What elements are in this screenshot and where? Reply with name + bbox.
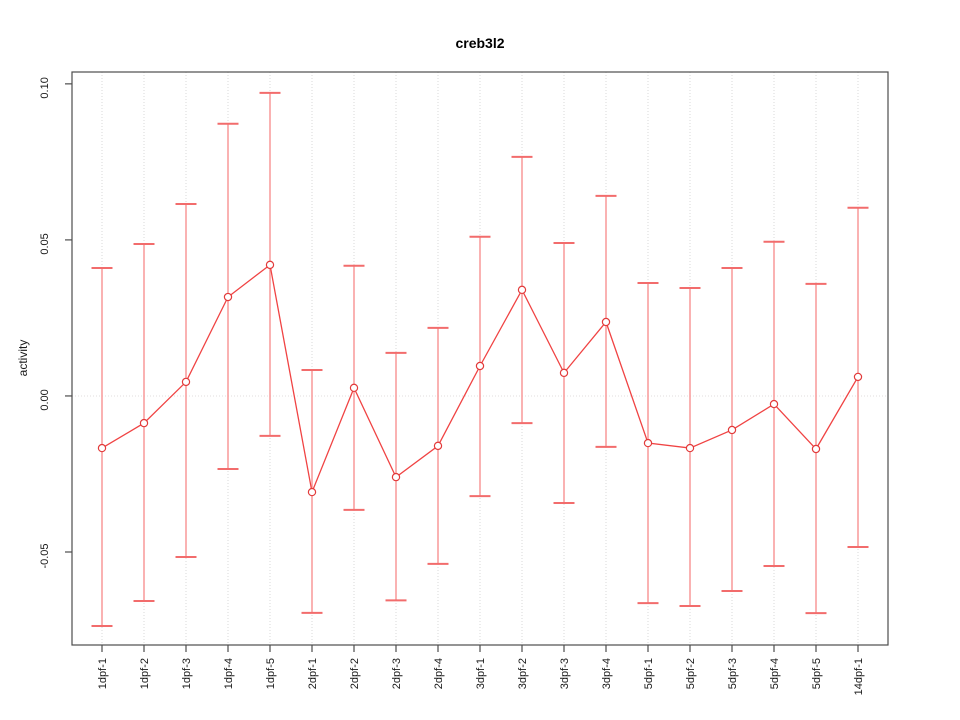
x-tick-label: 14dpf-1 — [853, 658, 865, 695]
data-point — [517, 285, 527, 295]
data-point — [811, 444, 821, 454]
x-tick-label: 1dpf-4 — [223, 658, 235, 689]
x-tick-label: 1dpf-5 — [265, 658, 277, 689]
data-point — [475, 361, 485, 371]
x-tick-label: 5dpf-2 — [685, 658, 697, 689]
data-point — [223, 292, 233, 302]
data-point — [391, 472, 401, 482]
x-tick-label: 3dpf-3 — [559, 658, 571, 689]
data-point — [181, 377, 191, 387]
data-point — [727, 425, 737, 435]
x-tick-label: 3dpf-2 — [517, 658, 529, 689]
y-axis-label: activity — [16, 340, 30, 377]
data-point — [139, 418, 149, 428]
data-point — [97, 443, 107, 453]
x-tick-label: 2dpf-2 — [349, 658, 361, 689]
x-tick-label: 1dpf-2 — [139, 658, 151, 689]
x-tick-label: 2dpf-3 — [391, 658, 403, 689]
x-tick-label: 5dpf-5 — [811, 658, 823, 689]
x-tick-label: 5dpf-1 — [643, 658, 655, 689]
plot-border — [71, 71, 889, 646]
y-tick-label: 0.05 — [39, 233, 51, 254]
data-point — [685, 443, 695, 453]
x-tick-label: 2dpf-4 — [433, 658, 445, 689]
x-tick-label: 1dpf-3 — [181, 658, 193, 689]
data-point — [433, 441, 443, 451]
data-point — [559, 368, 569, 378]
x-tick-label: 5dpf-3 — [727, 658, 739, 689]
data-point — [769, 399, 779, 409]
y-tick-label: 0.10 — [39, 77, 51, 98]
data-point — [853, 372, 863, 382]
x-tick-label: 3dpf-4 — [601, 658, 613, 689]
x-tick-label: 1dpf-1 — [97, 658, 109, 689]
plot-area: -0.05 0.00 0.05 0.10 1dpf-1 1dpf-2 1dpf-3 1dpf-… — [39, 71, 889, 695]
x-tick-label: 3dpf-1 — [475, 658, 487, 689]
x-tick-label: 2dpf-1 — [307, 658, 319, 689]
data-point — [265, 260, 275, 270]
y-tick-label: 0.00 — [39, 389, 51, 410]
data-point — [643, 438, 653, 448]
data-point — [349, 383, 359, 393]
chart-title: creb3l2 — [455, 35, 504, 51]
x-tick-label: 5dpf-4 — [769, 658, 781, 689]
y-tick-label: -0.05 — [39, 543, 51, 568]
data-point — [307, 487, 317, 497]
data-point — [601, 317, 611, 327]
